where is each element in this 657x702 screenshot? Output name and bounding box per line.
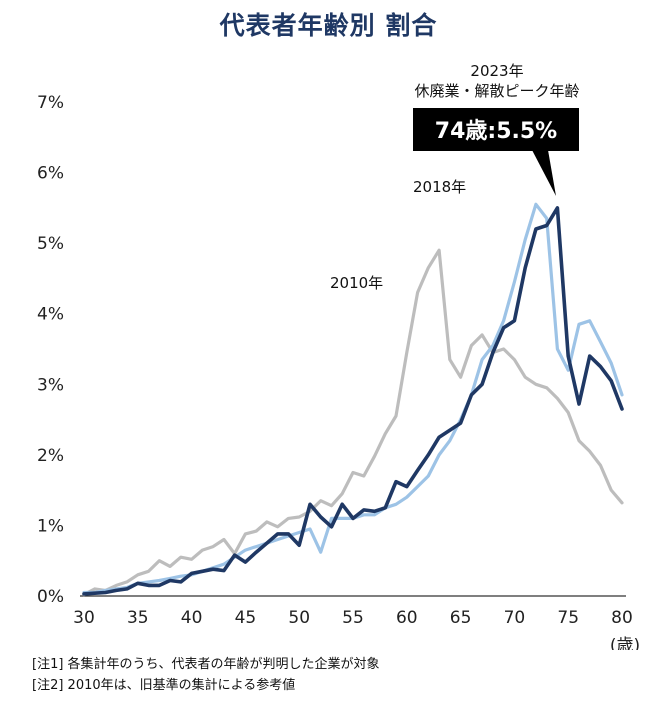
x-axis-unit: (歳) xyxy=(610,636,640,650)
x-tick-label: 65 xyxy=(450,608,472,628)
series-line-2023 xyxy=(82,206,624,596)
y-tick-label: 0% xyxy=(37,587,64,607)
x-tick-label: 70 xyxy=(504,608,526,628)
footnotes: [注1] 各集計年のうち、代表者の年齢が判明した企業が対象 [注2] 2010年… xyxy=(32,654,380,696)
x-tick-label: 30 xyxy=(73,608,95,628)
label-2023-desc: 休廃業・解散ピーク年齢 xyxy=(414,82,579,100)
y-tick-label: 5% xyxy=(37,234,64,254)
y-tick-label: 2% xyxy=(37,446,64,466)
callout-box xyxy=(413,108,579,151)
series-line-2010 xyxy=(82,248,624,597)
footnote-1: [注1] 各集計年のうち、代表者の年齢が判明した企業が対象 xyxy=(32,657,380,672)
x-tick-label: 80 xyxy=(611,608,633,628)
peak-callout: 74歳:5.5% xyxy=(413,108,579,196)
y-tick-label: 1% xyxy=(37,516,64,536)
series-group xyxy=(82,202,624,597)
y-tick-label: 3% xyxy=(37,375,64,395)
x-tick-label: 55 xyxy=(342,608,364,628)
footnote-2: [注2] 2010年は、旧基準の集計による参考値 xyxy=(32,678,296,693)
series-line-2018 xyxy=(82,202,624,595)
y-axis: 0% 1% 2% 3% 4% 5% 6% 7% xyxy=(37,93,64,607)
x-tick-label: 40 xyxy=(181,608,203,628)
label-2018: 2018年 xyxy=(413,178,466,196)
x-tick-label: 45 xyxy=(235,608,257,628)
callout-text: 74歳:5.5% xyxy=(435,119,557,144)
chart-title: 代表者年齢別 割合 xyxy=(219,11,438,40)
y-tick-label: 6% xyxy=(37,164,64,184)
y-tick-label: 7% xyxy=(37,93,64,113)
x-tick-label: 50 xyxy=(288,608,310,628)
label-2010: 2010年 xyxy=(330,274,383,292)
x-tick-label: 75 xyxy=(557,608,579,628)
x-tick-label: 60 xyxy=(396,608,418,628)
y-tick-label: 4% xyxy=(37,305,64,325)
callout-pointer xyxy=(532,150,556,196)
label-2023-year: 2023年 xyxy=(470,62,523,80)
x-tick-label: 35 xyxy=(127,608,149,628)
line-chart: 0%1%2%3%4%5%6%7% 30 35 40 45 50 55 60 65 70 75 80 … xyxy=(37,62,640,650)
x-axis: 30 35 40 45 50 55 60 65 70 75 80 xyxy=(73,608,633,628)
